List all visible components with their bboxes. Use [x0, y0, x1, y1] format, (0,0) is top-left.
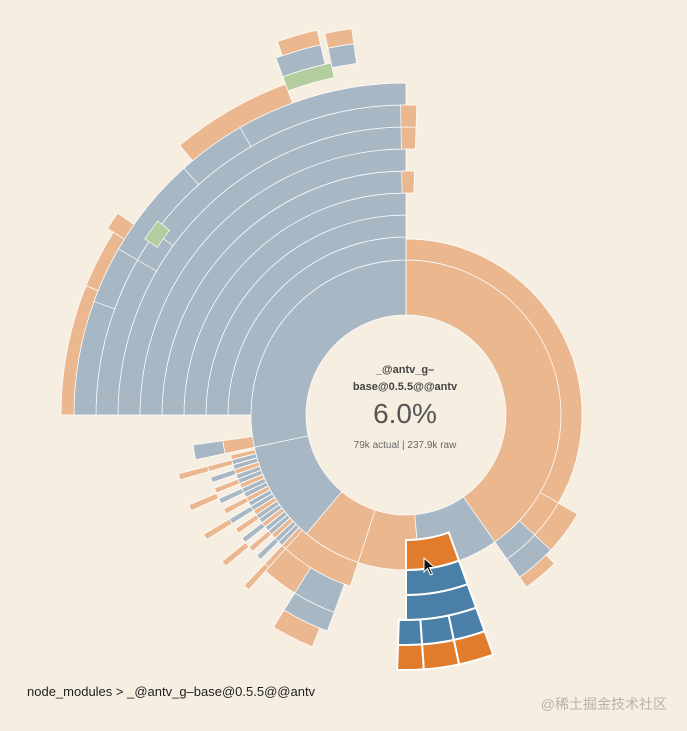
segment-file[interactable] [324, 28, 355, 49]
segment-file[interactable] [276, 29, 321, 57]
segment-highlight-directory[interactable] [396, 618, 424, 646]
segment-file[interactable] [519, 554, 555, 588]
segment-highlight-file[interactable] [420, 638, 461, 671]
segment-small[interactable] [221, 542, 250, 567]
segment-small[interactable] [207, 459, 234, 472]
segment-file[interactable] [401, 170, 415, 194]
watermark: @稀土掘金技术社区 [540, 696, 667, 712]
segment-small[interactable] [203, 518, 233, 541]
segment-directory[interactable] [192, 440, 226, 461]
segment-file[interactable] [179, 83, 293, 162]
segment-file[interactable] [107, 212, 135, 240]
segment-small[interactable] [178, 465, 210, 481]
mouse-pointer-icon [423, 557, 436, 576]
segment-file[interactable] [400, 104, 418, 128]
segment-highlight-file[interactable] [396, 643, 425, 671]
segment-file[interactable] [400, 126, 417, 150]
segment-directory[interactable] [137, 232, 174, 272]
segment-small[interactable] [243, 563, 270, 591]
segment-small[interactable] [230, 449, 257, 461]
segment-small[interactable] [210, 469, 237, 483]
segment-file[interactable] [273, 609, 321, 648]
segment-small[interactable] [188, 492, 220, 512]
breadcrumb: node_modules > _@antv_g–base@0.5.5@@antv [27, 684, 316, 699]
segment-json[interactable] [144, 220, 171, 248]
